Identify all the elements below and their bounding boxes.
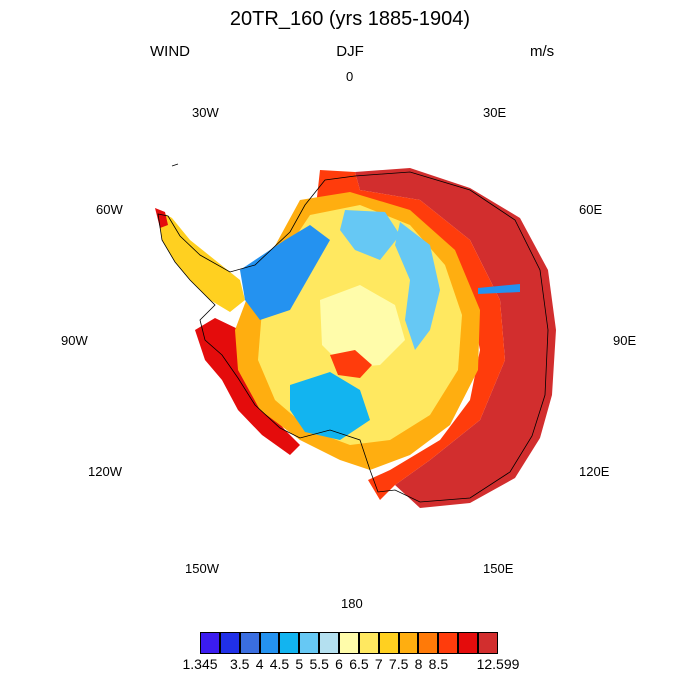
colorbar-box xyxy=(458,632,479,654)
colorbar-label: 4.5 xyxy=(269,656,290,672)
colorbar-label: 8.5 xyxy=(428,656,449,672)
colorbar-box xyxy=(438,632,459,654)
lon-label-120w: 120W xyxy=(88,464,122,479)
colorbar-label: 6 xyxy=(335,656,343,672)
low-wind-north xyxy=(340,210,400,260)
season-label: DJF xyxy=(336,43,364,60)
colorbar-box xyxy=(200,632,220,654)
colorbar-box xyxy=(319,632,340,654)
colorbar-box xyxy=(358,632,379,654)
colorbar-box xyxy=(279,632,300,654)
colorbar-box xyxy=(398,632,419,654)
low-wind-weddell xyxy=(240,225,330,320)
colorbar-label: 8 xyxy=(414,656,423,672)
peninsula-tip xyxy=(155,208,168,228)
lon-label-120e: 120E xyxy=(579,464,610,479)
colorbar-box xyxy=(239,632,260,654)
lon-label-90w: 90W xyxy=(61,333,88,348)
antarctic-peninsula xyxy=(158,210,245,312)
colorbar-box xyxy=(418,632,439,654)
coastal-wind-ring xyxy=(315,170,505,500)
colorbar-label: 12.599 xyxy=(476,656,520,672)
lon-label-60w: 60W xyxy=(96,202,123,217)
small-island xyxy=(171,163,179,167)
units-label: m/s xyxy=(530,43,555,60)
colorbar-box xyxy=(299,632,320,654)
low-wind-ross xyxy=(290,372,370,440)
colorbar-label: 6.5 xyxy=(349,656,369,672)
colorbar-label: 5 xyxy=(295,656,304,672)
lon-label-30w: 30W xyxy=(192,105,219,120)
coastline xyxy=(157,171,549,503)
lon-label-180: 180 xyxy=(341,596,363,611)
colorbar-label: 1.345 xyxy=(182,656,218,672)
low-wind-east-arc xyxy=(395,222,440,350)
high-wind-region xyxy=(355,168,556,508)
colorbar-box xyxy=(378,632,399,654)
colorbar-box xyxy=(339,632,359,654)
colorbar-label: 3.5 xyxy=(229,656,250,672)
lon-label-0: 0 xyxy=(346,69,354,84)
colorbar-label: 5.5 xyxy=(309,656,329,672)
coastal-blue-streak xyxy=(478,284,520,294)
colorbar xyxy=(200,632,498,654)
colorbar-box xyxy=(219,632,240,654)
lon-label-90e: 90E xyxy=(613,333,637,348)
map-title: 20TR_160 (yrs 1885-1904) xyxy=(229,8,471,30)
colorbar-box xyxy=(259,632,280,654)
colorbar-label: 7 xyxy=(374,656,383,672)
variable-label: WIND xyxy=(150,43,190,60)
lon-label-150w: 150W xyxy=(185,561,219,576)
central-red-spot xyxy=(330,350,372,378)
lon-label-60e: 60E xyxy=(579,202,603,217)
colorbar-label: 7.5 xyxy=(388,656,409,672)
central-pale xyxy=(320,285,405,368)
colorbar-label: 4 xyxy=(255,656,264,672)
colorbar-box xyxy=(478,632,498,654)
lon-label-30e: 30E xyxy=(483,105,507,120)
lon-label-150e: 150E xyxy=(483,561,514,576)
